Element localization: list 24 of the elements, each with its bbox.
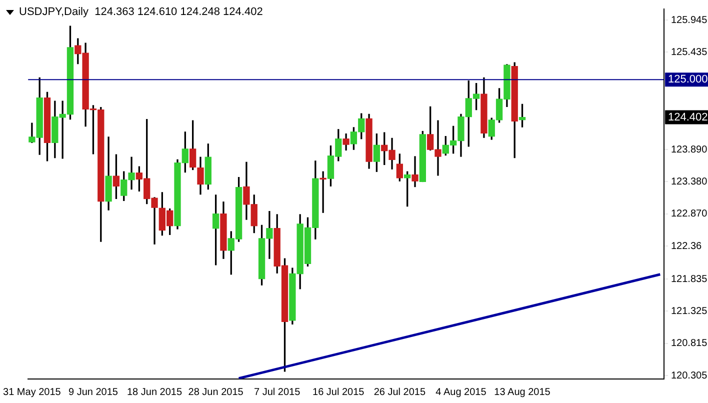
y-tick-label: 125.435 <box>671 46 708 58</box>
x-tick-label: 18 Jun 2015 <box>126 386 182 398</box>
y-tick-label: 123.890 <box>671 144 708 156</box>
candlestick <box>320 171 326 213</box>
x-tick-label: 7 Jul 2015 <box>254 386 301 398</box>
y-tick-label: 120.815 <box>671 338 708 350</box>
x-tick-label: 28 Jun 2015 <box>188 386 244 398</box>
y-tick-label: 121.325 <box>671 306 708 317</box>
text: 124.402 <box>668 111 708 124</box>
y-tick-label: 121.835 <box>671 274 708 285</box>
x-tick-label: 13 Aug 2015 <box>494 386 551 398</box>
y-tick-label: 123.380 <box>671 176 708 188</box>
x-tick-label: 26 Jul 2015 <box>374 386 426 398</box>
y-tick-label: 120.305 <box>671 370 708 382</box>
candlestick <box>412 156 418 188</box>
y-tick-label: 125.945 <box>671 14 708 26</box>
x-tick-label: 16 Jul 2015 <box>312 386 365 398</box>
x-tick-label: 31 May 2015 <box>3 386 62 398</box>
chart-title: USDJPY,Daily 124.363 124.610 124.248 124.402 <box>19 6 263 18</box>
y-tick-label: 122.870 <box>671 208 708 220</box>
x-tick-label: 4 Aug 2015 <box>436 386 487 398</box>
y-tick-label: 122.36 <box>671 240 702 252</box>
x-tick-label: 9 Jun 2015 <box>68 386 118 398</box>
ref-line-label: 125.000 <box>668 74 708 86</box>
